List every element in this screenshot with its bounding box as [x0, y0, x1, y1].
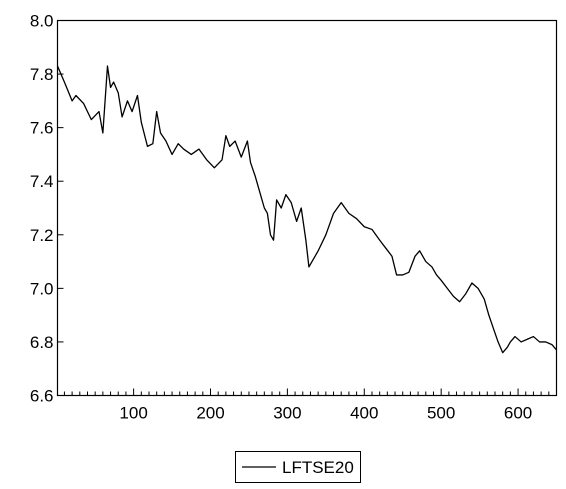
plot-frame [56, 19, 558, 397]
y-tick-label: 8.0 [30, 12, 54, 31]
y-tick-label: 7.0 [30, 279, 54, 298]
legend: LFTSE20 [235, 451, 361, 483]
x-tick-label: 200 [196, 404, 224, 423]
y-tick-label: 6.6 [30, 387, 54, 406]
y-axis: 6.6 6.8 7.0 7.2 7.4 7.6 7.8 8.0 [30, 12, 64, 406]
x-tick-label: 300 [273, 404, 301, 423]
x-axis: 100 200 300 400 500 600 [63, 388, 550, 423]
y-tick-label: 7.8 [30, 65, 54, 84]
y-tick-label: 7.2 [30, 226, 54, 245]
y-tick-label: 7.4 [30, 172, 54, 191]
y-tick-label: 6.8 [30, 333, 54, 352]
x-tick-label: 600 [504, 404, 532, 423]
y-tick-label: 7.6 [30, 119, 54, 138]
x-tick-label: 400 [350, 404, 378, 423]
legend-label-lftse20: LFTSE20 [282, 458, 354, 477]
x-tick-label: 100 [119, 404, 147, 423]
series-line-lftse20 [56, 65, 557, 354]
x-tick-label: 500 [427, 404, 455, 423]
